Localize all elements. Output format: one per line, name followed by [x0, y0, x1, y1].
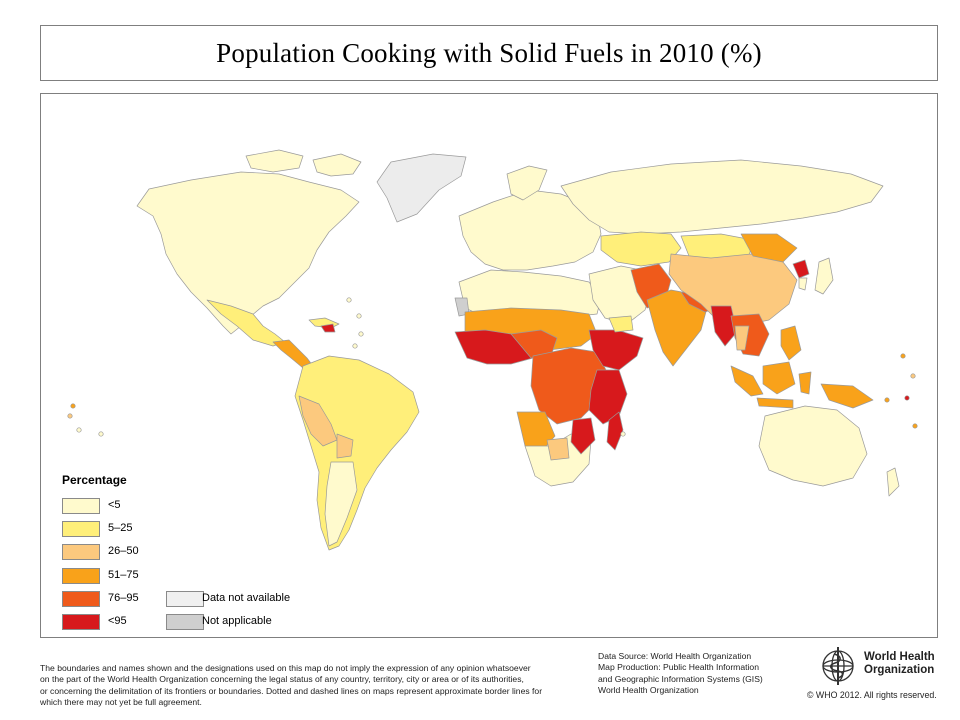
legend-swatch-not-applicable — [166, 614, 204, 630]
island-dot — [76, 427, 82, 433]
source-line: Map Production: Public Health Informatio… — [598, 662, 759, 673]
legend-label-5-25: 5–25 — [108, 522, 133, 534]
region-europe — [458, 189, 602, 271]
title-box: Population Cooking with Solid Fuels in 2… — [40, 25, 938, 81]
legend-swatch-lt5 — [62, 498, 100, 514]
source-line: Data Source: World Health Organization — [598, 651, 752, 661]
disclaimer-line: or concerning the delimitation of its fr… — [40, 685, 543, 696]
region-greenland — [376, 153, 467, 223]
island-dot — [620, 431, 626, 437]
region-nigeria — [510, 329, 558, 359]
island-dot — [67, 413, 73, 419]
source-line: and Geographic Information Systems (GIS) — [598, 673, 763, 684]
island-dot — [352, 343, 358, 349]
map-frame — [40, 93, 938, 638]
region-china — [668, 253, 798, 327]
region-java — [756, 397, 794, 409]
region-sulawesi — [798, 371, 812, 395]
island-dot — [346, 297, 352, 303]
map-title: Population Cooking with Solid Fuels in 2… — [216, 37, 762, 68]
region-east-africa — [588, 369, 628, 425]
legend-label-51-75: 51–75 — [108, 569, 139, 581]
legend-swatch-51-75 — [62, 568, 100, 584]
legend: Percentage <5 5–25 26–50 51–75 76–95 <95… — [62, 473, 322, 638]
legend-label-76-95: 76–95 — [108, 592, 139, 604]
region-north-korea — [792, 259, 810, 279]
legend-swatch-76-95 — [62, 591, 100, 607]
data-source: Data Source: World Health Organization M… — [598, 651, 798, 697]
region-philippines — [780, 325, 802, 361]
disclaimer-line: on the part of the World Health Organiza… — [40, 674, 524, 685]
island-dot — [884, 397, 890, 403]
island-dot — [910, 373, 916, 379]
legend-swatch-gt95 — [62, 614, 100, 630]
region-russia — [560, 159, 884, 235]
region-yemen — [608, 315, 634, 333]
disclaimer-line: The boundaries and names shown and the d… — [40, 663, 531, 673]
legend-label-not-applicable: Not applicable — [202, 615, 272, 627]
island-dot — [912, 423, 918, 429]
legend-label-lt5: <5 — [108, 499, 121, 511]
who-name-line1: World Health — [864, 651, 935, 663]
region-mozambique — [570, 417, 596, 455]
legend-swatch-5-25 — [62, 521, 100, 537]
copyright: © WHO 2012. All rights reserved. — [807, 690, 937, 700]
island-dot — [98, 431, 104, 437]
island-dot — [70, 403, 76, 409]
region-south-korea — [798, 277, 808, 291]
region-arctic-islands-2 — [312, 153, 362, 177]
region-sumatra — [730, 365, 764, 397]
region-new-zealand — [886, 467, 900, 497]
legend-swatch-not-available — [166, 591, 204, 607]
region-borneo — [762, 361, 796, 395]
region-thailand — [734, 325, 750, 351]
island-dot — [900, 353, 906, 359]
region-japan — [814, 257, 834, 295]
region-madagascar — [606, 411, 624, 451]
region-australia — [758, 405, 868, 487]
region-peru-bolivia — [298, 395, 338, 447]
disclaimer: The boundaries and names shown and the d… — [40, 663, 580, 709]
legend-swatch-26-50 — [62, 544, 100, 560]
region-north-america — [136, 171, 360, 335]
legend-label-26-50: 26–50 — [108, 545, 139, 557]
legend-label-gt95: <95 — [108, 615, 127, 627]
region-central-america — [272, 339, 314, 369]
region-paraguay — [336, 433, 354, 459]
region-haiti — [320, 323, 336, 333]
region-china-north — [740, 233, 798, 263]
region-scandinavia — [506, 165, 548, 201]
region-myanmar — [710, 305, 738, 347]
world-map — [67, 149, 918, 551]
legend-label-not-available: Data not available — [202, 592, 291, 604]
disclaimer-line: which there may not yet be full agreemen… — [40, 697, 202, 708]
region-arctic-islands — [245, 149, 304, 173]
who-emblem-icon — [822, 647, 854, 685]
who-name: World Health Organization — [864, 651, 940, 677]
legend-title: Percentage — [62, 473, 127, 487]
who-name-line2: Organization — [864, 664, 935, 676]
region-botswana — [546, 437, 570, 461]
source-line: World Health Organization — [598, 685, 699, 696]
island-dot — [904, 395, 910, 401]
region-central-asia — [600, 231, 682, 267]
island-dot — [358, 331, 364, 337]
island-dot — [356, 313, 362, 319]
region-argentina — [324, 461, 358, 547]
region-new-guinea — [820, 383, 874, 409]
